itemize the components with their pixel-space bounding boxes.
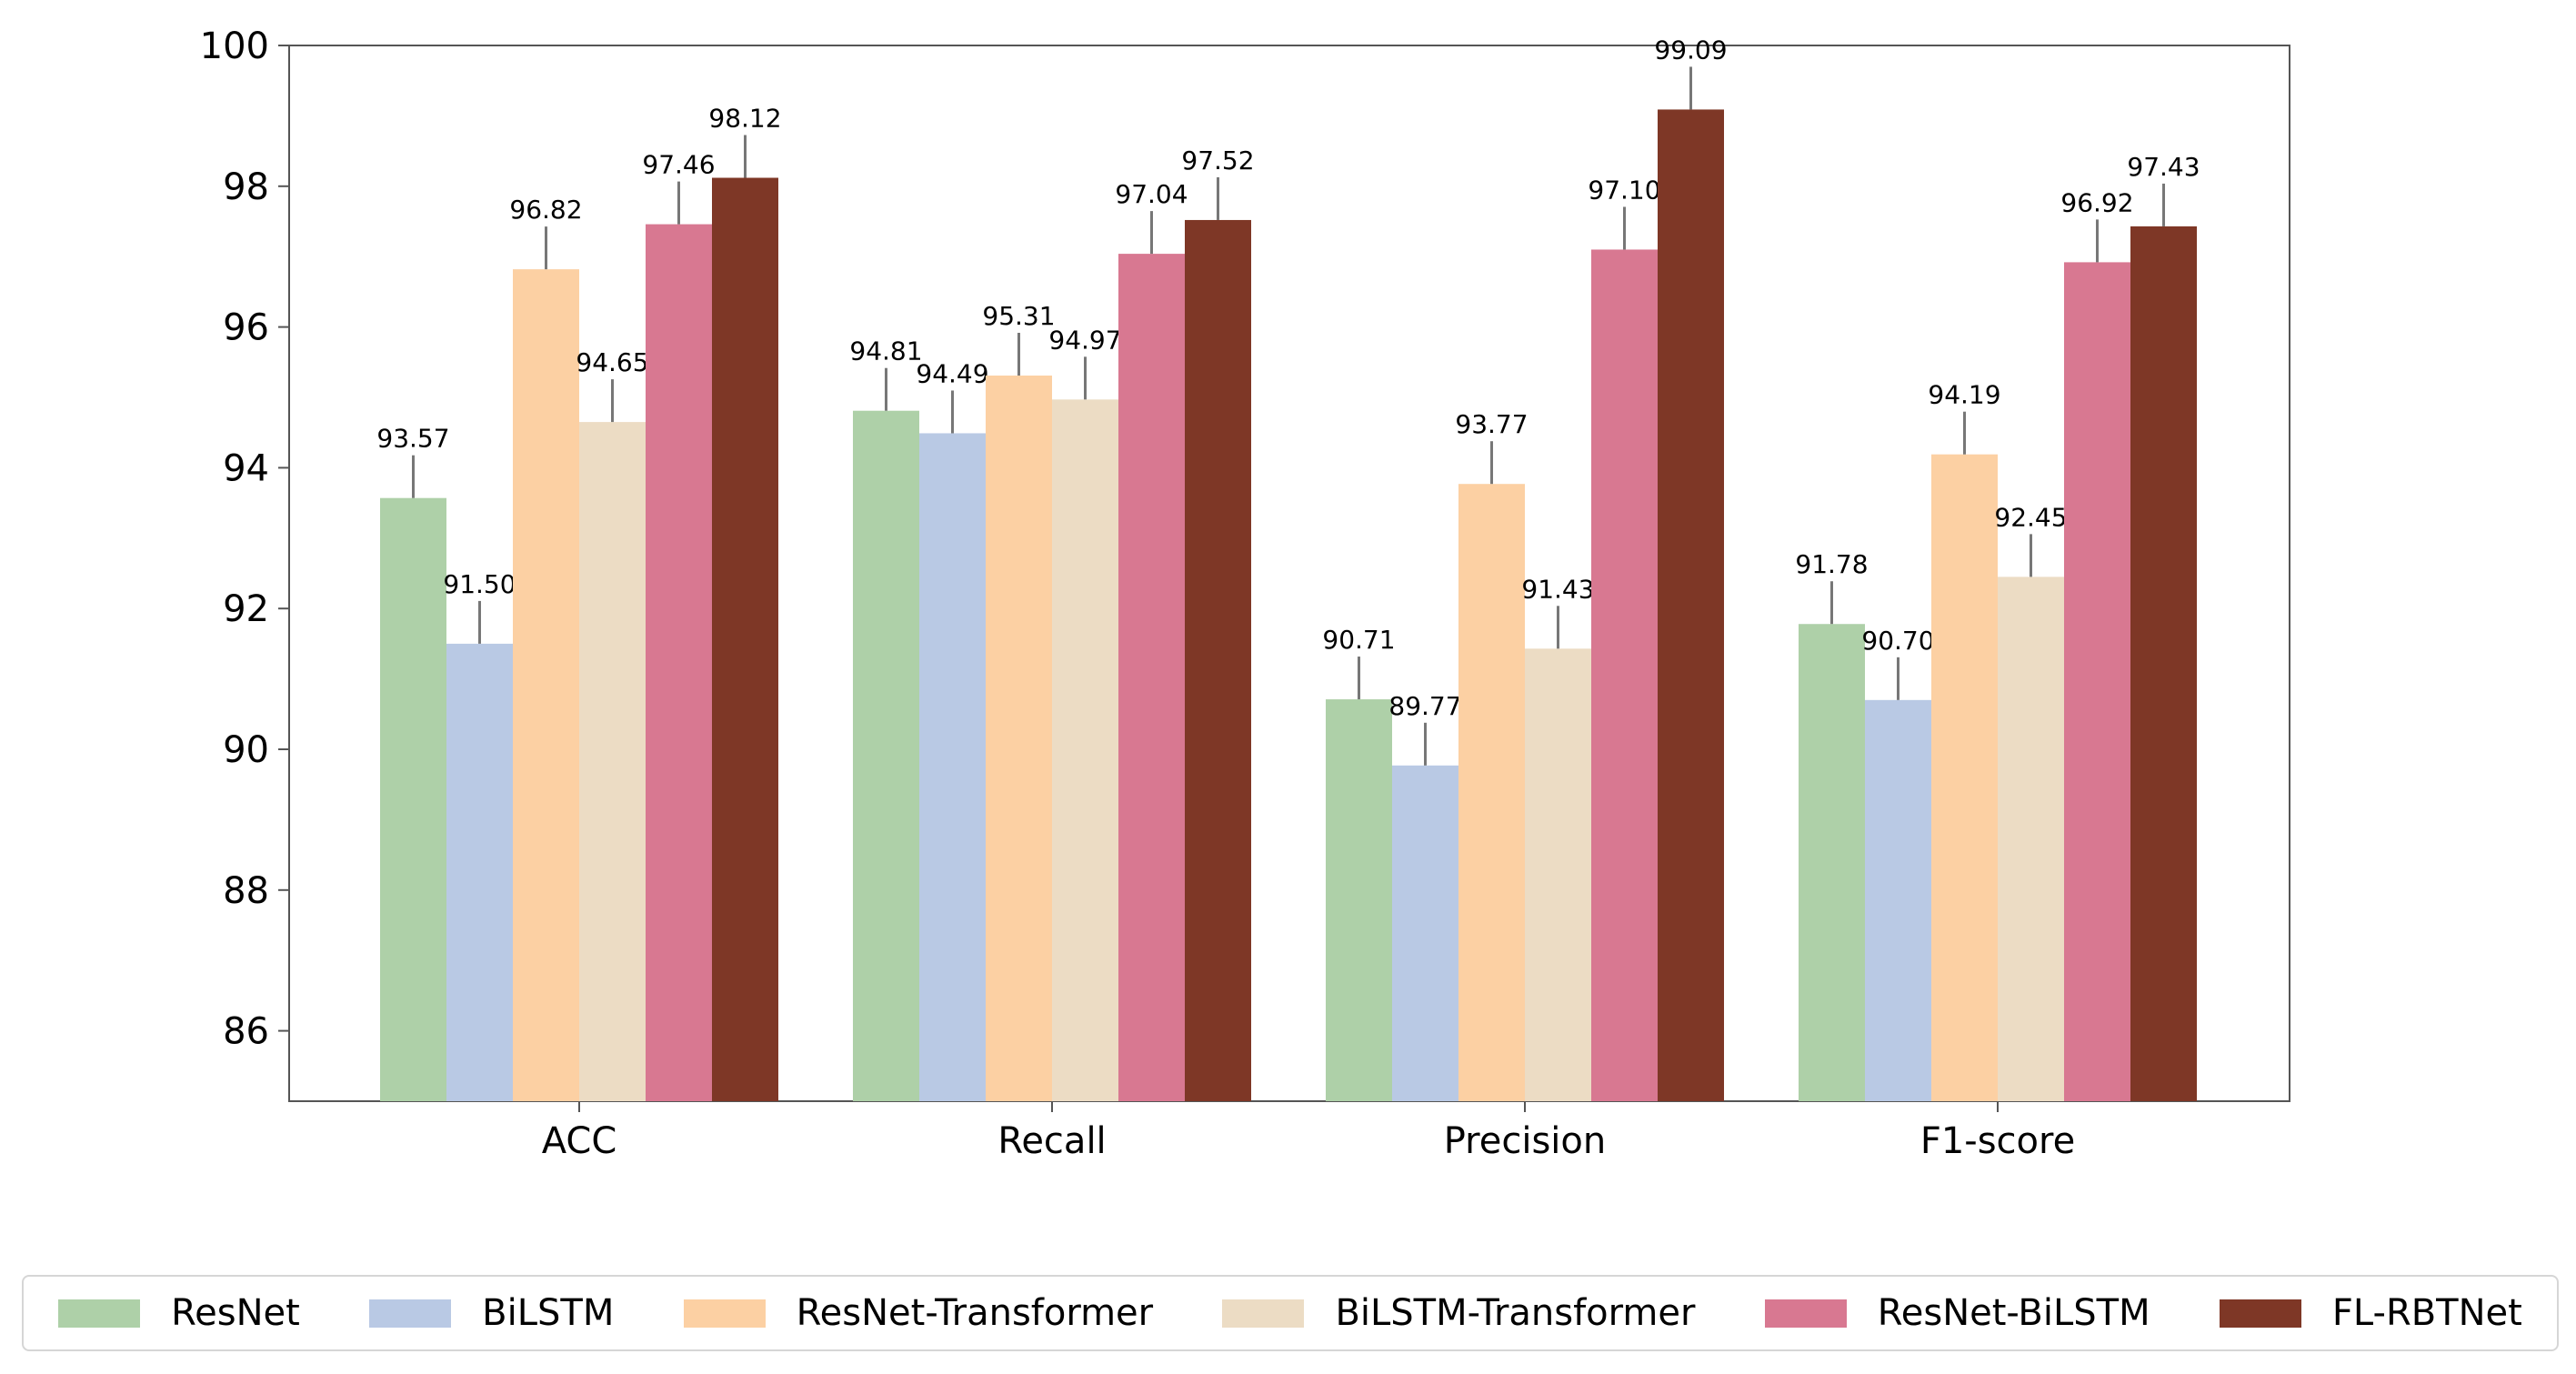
bar bbox=[2130, 226, 2197, 1102]
bar bbox=[1326, 699, 1392, 1101]
legend-swatch bbox=[1764, 1299, 1847, 1328]
data-label: 94.65 bbox=[576, 347, 648, 377]
bar bbox=[1799, 624, 1865, 1101]
bar bbox=[1185, 219, 1251, 1101]
data-label: 98.12 bbox=[708, 104, 781, 134]
data-label: 97.52 bbox=[1181, 145, 1254, 176]
y-tick-label: 94 bbox=[223, 447, 269, 489]
bar bbox=[1865, 699, 1931, 1101]
bar bbox=[986, 376, 1052, 1102]
bar bbox=[646, 224, 712, 1101]
y-tick-label: 86 bbox=[223, 1011, 269, 1053]
data-label: 90.71 bbox=[1322, 625, 1395, 655]
legend-item: ResNet bbox=[58, 1292, 300, 1334]
y-tick-label: 90 bbox=[223, 729, 269, 771]
bar bbox=[919, 433, 986, 1101]
y-tick-label: 98 bbox=[223, 166, 269, 208]
data-label: 92.45 bbox=[1994, 502, 2067, 532]
data-label: 94.97 bbox=[1048, 325, 1121, 355]
bar bbox=[1052, 399, 1118, 1101]
data-label: 97.04 bbox=[1115, 179, 1188, 209]
bar bbox=[1392, 765, 1458, 1101]
legend-label: FL-RBTNet bbox=[2331, 1292, 2522, 1334]
bar bbox=[579, 422, 646, 1102]
legend-swatch bbox=[1222, 1299, 1305, 1328]
data-label: 96.82 bbox=[509, 195, 582, 225]
category-label: Recall bbox=[997, 1120, 1106, 1162]
y-tick-label: 100 bbox=[200, 25, 269, 67]
data-label: 94.81 bbox=[849, 336, 922, 366]
bar bbox=[1591, 249, 1658, 1102]
legend: ResNet BiLSTM ResNet-Transformer BiLSTM-Tra… bbox=[22, 1275, 2559, 1351]
legend-label: BiLSTM-Transformer bbox=[1335, 1292, 1696, 1334]
bar bbox=[1998, 577, 2064, 1101]
legend-swatch bbox=[2219, 1299, 2301, 1328]
data-label: 89.77 bbox=[1388, 691, 1461, 721]
legend-item: BiLSTM-Transformer bbox=[1222, 1292, 1695, 1334]
data-label: 97.43 bbox=[2127, 152, 2200, 182]
data-label: 94.49 bbox=[916, 358, 988, 388]
bar bbox=[853, 410, 919, 1101]
legend-label: ResNet-Transformer bbox=[796, 1292, 1154, 1334]
data-label: 91.50 bbox=[443, 569, 516, 599]
category-label: F1-score bbox=[1920, 1120, 2075, 1162]
legend-item: ResNet-Transformer bbox=[683, 1292, 1154, 1334]
legend-label: ResNet bbox=[171, 1292, 300, 1334]
legend-label: ResNet-BiLSTM bbox=[1877, 1292, 2150, 1334]
data-label: 97.10 bbox=[1588, 175, 1660, 205]
bar bbox=[1931, 454, 1998, 1102]
legend-item: ResNet-BiLSTM bbox=[1764, 1292, 2150, 1334]
category-label: Precision bbox=[1444, 1120, 1606, 1162]
legend-swatch bbox=[58, 1299, 141, 1328]
data-label: 95.31 bbox=[982, 301, 1055, 331]
y-tick-label: 92 bbox=[223, 588, 269, 630]
data-label: 99.09 bbox=[1654, 35, 1727, 65]
bar bbox=[380, 497, 446, 1101]
y-tick-label: 96 bbox=[223, 307, 269, 349]
y-tick-label: 88 bbox=[223, 870, 269, 912]
bar bbox=[1658, 109, 1724, 1102]
category-label: ACC bbox=[542, 1120, 617, 1162]
data-label: 93.57 bbox=[376, 424, 449, 454]
data-label: 96.92 bbox=[2060, 187, 2133, 217]
data-label: 93.77 bbox=[1455, 409, 1528, 439]
legend-item: BiLSTM bbox=[369, 1292, 614, 1334]
data-label: 94.19 bbox=[1928, 380, 2000, 410]
legend-label: BiLSTM bbox=[482, 1292, 615, 1334]
plot-frame bbox=[288, 45, 2290, 1102]
bar bbox=[1458, 484, 1525, 1101]
data-label: 90.70 bbox=[1861, 626, 1934, 656]
bar-chart: 86 88 90 92 94 96 98 100 93.57 91.50 96.82 94.65 97.… bbox=[200, 25, 2290, 1162]
legend-swatch bbox=[369, 1299, 452, 1328]
bar bbox=[513, 269, 579, 1102]
data-label: 97.46 bbox=[642, 150, 715, 180]
bar bbox=[446, 643, 513, 1101]
data-label: 91.43 bbox=[1521, 574, 1594, 604]
bar bbox=[1118, 254, 1185, 1101]
bar bbox=[2064, 262, 2130, 1102]
data-label: 91.78 bbox=[1795, 549, 1868, 579]
bar bbox=[1525, 648, 1591, 1101]
legend-item: FL-RBTNet bbox=[2219, 1292, 2522, 1334]
legend-swatch bbox=[683, 1299, 766, 1328]
bar bbox=[712, 177, 778, 1102]
